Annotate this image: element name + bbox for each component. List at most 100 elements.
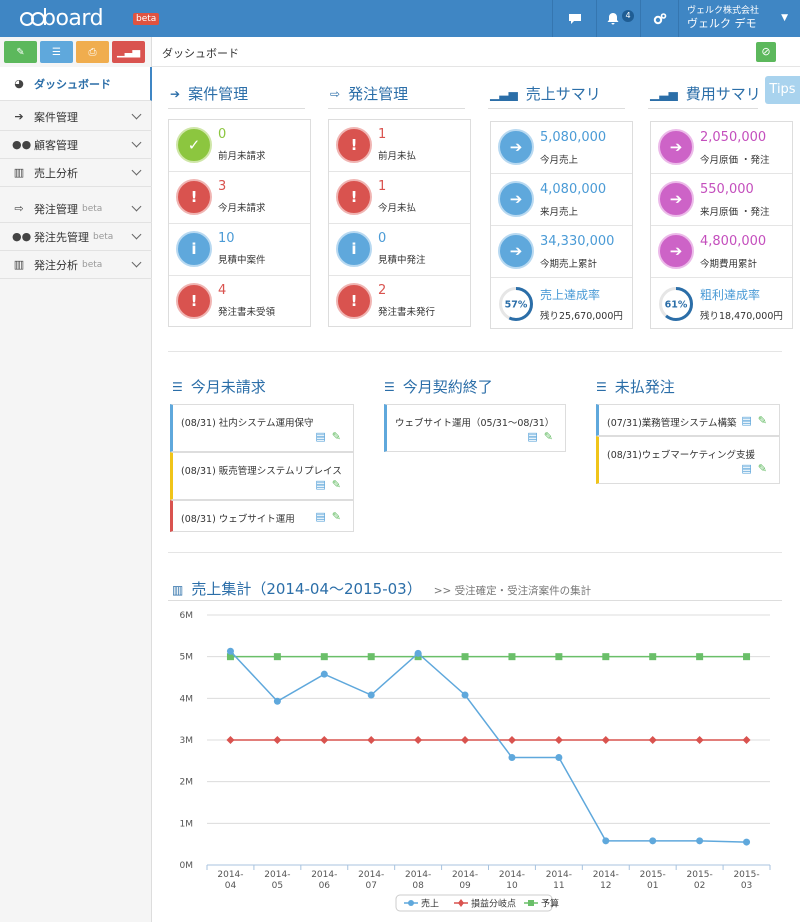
pencil-icon[interactable]: ✎: [757, 462, 767, 475]
x-tick-label: 2015-: [733, 870, 759, 880]
chart-shortcut-button[interactable]: ▁▃▅: [112, 41, 145, 63]
pencil-icon[interactable]: ✎: [543, 430, 553, 443]
data-point: [742, 736, 751, 744]
stat-row[interactable]: ! 1 今月未払: [329, 172, 470, 224]
warning-icon: !: [336, 179, 372, 215]
list-item[interactable]: (08/31) 社内システム運用保守 ▤ ✎: [170, 404, 354, 452]
stat-label: 今月未請求: [218, 203, 266, 214]
pencil-icon[interactable]: ✎: [331, 510, 341, 523]
stat-row[interactable]: ! 2 発注書未発行: [329, 276, 470, 327]
signal-icon: ▁▃▅: [650, 86, 678, 101]
compass-button[interactable]: ⊘: [756, 42, 776, 62]
caret-down-icon: ▼: [781, 13, 788, 23]
x-tick-label: 2014-: [358, 870, 384, 880]
divider: [488, 108, 625, 109]
x-tick-label: 03: [741, 881, 752, 891]
data-point: [367, 736, 376, 744]
data-point: [743, 653, 751, 661]
pencil-icon[interactable]: ✎: [331, 430, 341, 443]
signal-icon: ▁▃▅: [490, 86, 518, 101]
stat-row[interactable]: ! 1 前月未払: [329, 120, 470, 172]
stat-value: 5,080,000: [540, 130, 607, 145]
edit-shortcut-button[interactable]: ✎: [4, 41, 37, 63]
chart-subtitle: >> 受注確定・受注済案件の集計: [433, 585, 592, 597]
stat-row[interactable]: ! 3 今月未請求: [169, 172, 310, 224]
data-point: [602, 653, 610, 661]
divider: [648, 108, 758, 109]
sidebar-item-label: 案件管理: [34, 110, 78, 124]
sidebar: ✎ ☰ ⎙ ▁▃▅ ◕ ダッシュボード ➔ 案件管理 ●● 顧客管理 ▥ 売上分析 ⇨ 発…: [0, 37, 152, 922]
stat-value: 550,000: [700, 182, 754, 197]
list-item[interactable]: (07/31)業務管理システム構築 ▤ ✎: [596, 404, 780, 436]
y-tick-label: 3M: [180, 736, 194, 746]
stat-value: 4: [218, 283, 227, 298]
data-point: [273, 697, 281, 705]
bar-chart-icon: ▥: [172, 583, 184, 597]
info-icon: i: [176, 231, 212, 267]
profit-progress-ring: 61%: [659, 287, 693, 321]
legend-marker: [458, 899, 464, 907]
stat-label: 今月売上: [540, 155, 579, 166]
stat-row: ➔ 34,330,000 今期売上累計: [491, 226, 632, 278]
print-shortcut-button[interactable]: ⎙: [76, 41, 109, 63]
tips-button[interactable]: Tips: [765, 76, 800, 104]
chat-icon: [568, 13, 581, 24]
beta-badge: beta: [133, 13, 160, 25]
stat-row[interactable]: ! 4 発注書未受領: [169, 276, 310, 327]
sidebar-item-order-analysis[interactable]: ▥ 発注分析 beta: [0, 251, 152, 279]
chevron-down-icon: [131, 201, 142, 212]
divider: [168, 552, 782, 553]
chat-button[interactable]: [552, 0, 596, 37]
users-icon: ●●: [12, 138, 32, 151]
notification-button[interactable]: 4: [596, 0, 640, 37]
sales-progress-ring: 57%: [499, 287, 533, 321]
sidebar-item-dashboard[interactable]: ◕ ダッシュボード: [0, 67, 152, 101]
document-icon[interactable]: ▤: [315, 510, 326, 523]
stat-value: 2,050,000: [700, 130, 767, 145]
legend-label: 損益分岐点: [471, 898, 516, 910]
document-icon[interactable]: ▤: [527, 430, 538, 443]
stat-row[interactable]: i 0 見積中発注: [329, 224, 470, 276]
sidebar-item-order[interactable]: ⇨ 発注管理 beta: [0, 195, 152, 223]
data-point: [648, 736, 657, 744]
user-name: ヴェルク デモ: [687, 17, 757, 30]
stat-row: ➔ 550,000 来月原価 ・発注: [651, 174, 792, 226]
document-icon[interactable]: ▤: [315, 478, 326, 491]
list-item[interactable]: (08/31) 販売管理システムリプレイス ▤ ✎: [170, 452, 354, 500]
stat-row[interactable]: ✓ 0 前月未請求: [169, 120, 310, 172]
data-point: [555, 754, 563, 761]
stat-label: 今月未払: [378, 203, 417, 214]
x-tick-label: 08: [412, 881, 424, 891]
data-point: [320, 670, 328, 678]
list-item[interactable]: (08/31)ウェブマーケティング支援 ▤ ✎: [596, 436, 780, 484]
server-icon: ☰: [172, 379, 183, 394]
stat-row[interactable]: i 10 見積中案件: [169, 224, 310, 276]
list-shortcut-button[interactable]: ☰: [40, 41, 73, 63]
chevron-down-icon: [131, 109, 142, 120]
sidebar-item-anken[interactable]: ➔ 案件管理: [0, 103, 152, 131]
section-title-uriage: ▁▃▅ 売上サマリ: [490, 85, 601, 103]
document-icon[interactable]: ▤: [315, 430, 326, 443]
stat-value: 1: [378, 179, 387, 194]
data-point: [226, 647, 234, 655]
list-item[interactable]: (08/31) ウェブサイト運用 ▤ ✎: [170, 500, 354, 532]
warning-icon: !: [176, 283, 212, 319]
sidebar-item-customer[interactable]: ●● 顧客管理: [0, 131, 152, 159]
sidebar-item-supplier[interactable]: ●● 発注先管理 beta: [0, 223, 152, 251]
sidebar-item-label: 発注分析: [34, 258, 78, 272]
pencil-icon[interactable]: ✎: [331, 478, 341, 491]
stat-label: 残り25,670,000円: [540, 311, 623, 322]
document-icon[interactable]: ▤: [741, 414, 752, 427]
document-icon[interactable]: ▤: [741, 462, 752, 475]
stat-label: 今期売上累計: [540, 259, 598, 270]
pencil-icon[interactable]: ✎: [757, 414, 767, 427]
settings-button[interactable]: [640, 0, 678, 37]
list-item[interactable]: ウェブサイト運用（05/31〜08/31） ▤ ✎: [384, 404, 566, 452]
data-point: [601, 736, 610, 744]
warning-icon: !: [176, 179, 212, 215]
user-menu[interactable]: ヴェルク株式会社 ヴェルク デモ ▼: [678, 0, 800, 37]
sidebar-item-sales-analysis[interactable]: ▥ 売上分析: [0, 159, 152, 187]
data-point: [555, 653, 563, 661]
svg-text:57%: 57%: [505, 300, 528, 311]
app-logo[interactable]: board: [20, 6, 104, 31]
